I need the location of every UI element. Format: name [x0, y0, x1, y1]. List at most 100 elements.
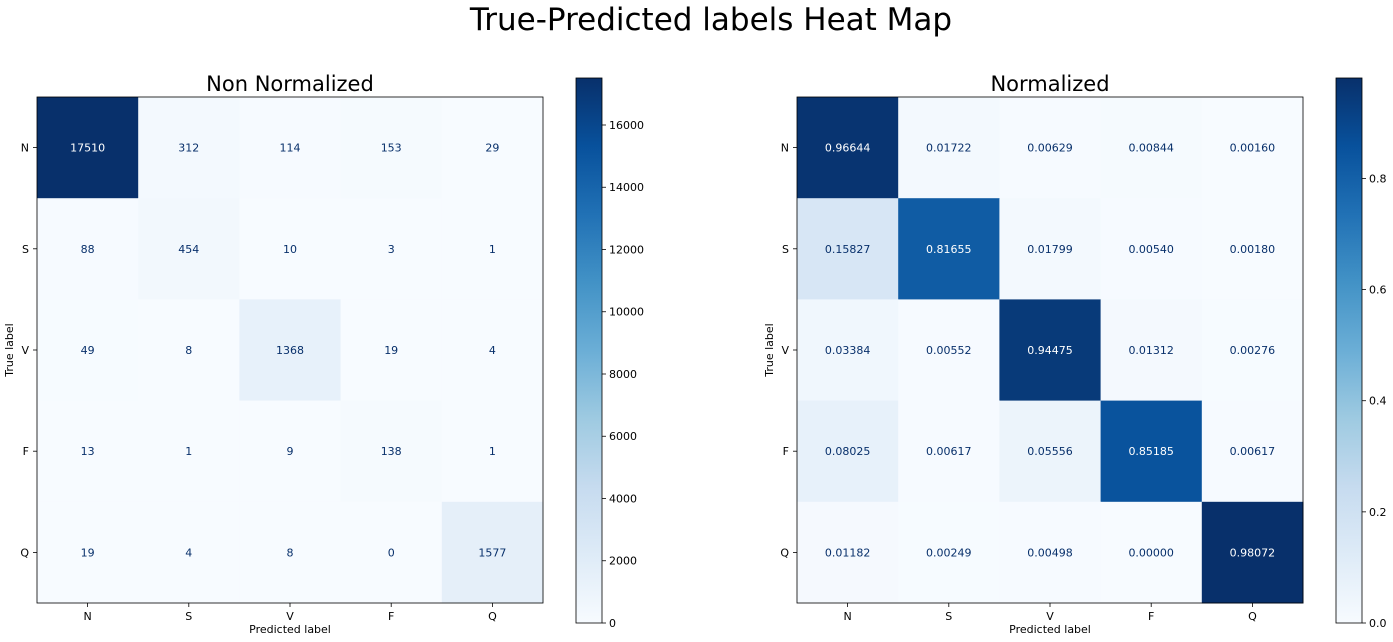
cell-value-label: 0.00498 — [1027, 546, 1073, 559]
colorbar-tick-label: 8000 — [609, 368, 637, 381]
cell-value-label: 0.01799 — [1027, 243, 1073, 256]
cell-value-label: 0.94475 — [1027, 344, 1073, 357]
y-tick-label: Q — [20, 546, 29, 559]
cell-value-label: 0.00844 — [1128, 142, 1174, 155]
y-tick-label: V — [21, 344, 29, 357]
colorbar-tick-label: 2000 — [609, 555, 637, 568]
heatmap-cell — [898, 299, 1000, 402]
heatmap-cell — [441, 198, 544, 300]
heatmap-cell — [239, 299, 342, 402]
cell-value-label: 4 — [489, 344, 496, 357]
colorbar — [1336, 78, 1362, 623]
heatmap-cell — [1201, 299, 1304, 402]
heatmap-cell — [37, 501, 139, 604]
heatmap-cell — [1100, 97, 1203, 199]
heatmap-cell — [999, 299, 1102, 402]
cell-value-label: 8 — [287, 546, 294, 559]
colorbar-tick-label: 0.8 — [1369, 172, 1387, 185]
cell-value-label: 1577 — [478, 546, 506, 559]
y-tick-label: N — [21, 142, 29, 155]
heatmap-cell — [239, 400, 342, 503]
colorbar-tick-label: 14000 — [609, 181, 644, 194]
colorbar-tick-label: 10000 — [609, 306, 644, 319]
cell-value-label: 0.00249 — [926, 546, 972, 559]
heatmap-cell — [999, 198, 1102, 300]
cell-value-label: 19 — [81, 546, 95, 559]
heatmap-cell — [1201, 400, 1304, 503]
heatmap-cell — [1201, 501, 1304, 604]
y-tick-label: F — [783, 445, 789, 458]
heatmap-cell — [797, 299, 899, 402]
cell-value-label: 1368 — [276, 344, 304, 357]
cell-value-label: 0.01182 — [825, 546, 871, 559]
heatmap-cell — [340, 97, 443, 199]
x-tick-label: N — [843, 610, 851, 623]
cell-value-label: 138 — [381, 445, 402, 458]
heatmap-cell — [441, 299, 544, 402]
cell-value-label: 0.98072 — [1230, 546, 1276, 559]
heatmap-cell — [797, 400, 899, 503]
y-tick-label: F — [23, 445, 29, 458]
heatmap-cell — [340, 400, 443, 503]
cell-value-label: 88 — [81, 243, 95, 256]
y-tick-label: S — [22, 243, 29, 256]
heatmap-cell — [999, 501, 1102, 604]
heatmap-cell — [239, 97, 342, 199]
y-axis-label: True label — [3, 323, 16, 377]
heatmap-cell — [441, 501, 544, 604]
cell-value-label: 4 — [185, 546, 192, 559]
heatmap-cell — [999, 400, 1102, 503]
cell-value-label: 0.81655 — [926, 243, 972, 256]
colorbar-tick-label: 0.4 — [1369, 395, 1387, 408]
cell-value-label: 9 — [287, 445, 294, 458]
heatmap-cell — [898, 501, 1000, 604]
cell-value-label: 10 — [283, 243, 297, 256]
x-tick-label: Q — [488, 610, 497, 623]
x-tick-label: V — [286, 610, 294, 623]
x-tick-label: S — [185, 610, 192, 623]
cell-value-label: 0.00617 — [1230, 445, 1276, 458]
cell-value-label: 29 — [485, 142, 499, 155]
heatmap-cell — [797, 501, 899, 604]
heatmap-cell — [898, 97, 1000, 199]
cell-value-label: 1 — [185, 445, 192, 458]
y-axis-label: True label — [763, 323, 776, 377]
panel-title: Normalized — [990, 72, 1109, 96]
heatmap-cell — [1201, 198, 1304, 300]
cell-value-label: 17510 — [70, 142, 105, 155]
heatmap-cell — [239, 198, 342, 300]
heatmap-cell — [138, 400, 240, 503]
heatmap-cell — [37, 198, 139, 300]
heatmap-cell — [37, 97, 139, 199]
colorbar-tick-label: 0.2 — [1369, 506, 1387, 519]
cell-value-label: 0.85185 — [1128, 445, 1174, 458]
x-tick-label: V — [1046, 610, 1054, 623]
heatmap-cell — [138, 198, 240, 300]
heatmap-cell — [1201, 97, 1304, 199]
cell-value-label: 0.01312 — [1128, 344, 1174, 357]
y-tick-label: N — [781, 142, 789, 155]
heatmap-cell — [441, 97, 544, 199]
cell-value-label: 8 — [185, 344, 192, 357]
cell-value-label: 0.00276 — [1230, 344, 1276, 357]
heatmap-cell — [1100, 198, 1203, 300]
x-axis-label: Predicted label — [1009, 623, 1091, 636]
colorbar-tick-label: 0.6 — [1369, 284, 1387, 297]
cell-value-label: 0.00000 — [1128, 546, 1174, 559]
heatmap-cell — [340, 501, 443, 604]
cell-value-label: 0.00629 — [1027, 142, 1073, 155]
colorbar-tick-label: 0 — [609, 617, 616, 630]
cell-value-label: 0.05556 — [1027, 445, 1073, 458]
x-tick-label: F — [1148, 610, 1154, 623]
cell-value-label: 0.00617 — [926, 445, 972, 458]
heatmap-cell — [340, 299, 443, 402]
cell-value-label: 0.00540 — [1128, 243, 1174, 256]
x-axis-label: Predicted label — [249, 623, 331, 636]
cell-value-label: 0.15827 — [825, 243, 871, 256]
cell-value-label: 3 — [388, 243, 395, 256]
heatmap-cell — [138, 299, 240, 402]
cell-value-label: 0.96644 — [825, 142, 871, 155]
colorbar-tick-label: 0.0 — [1369, 617, 1387, 630]
heatmap-cell — [37, 400, 139, 503]
